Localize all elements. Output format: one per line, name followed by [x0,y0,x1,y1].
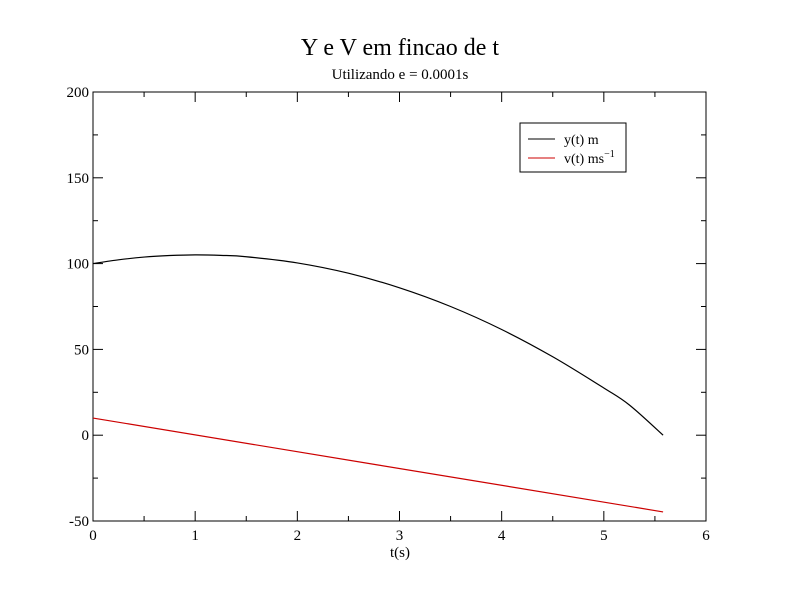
series-line-y [92,254,664,436]
legend: y(t) m v(t) ms−1 [519,122,627,173]
y-tick-label: 150 [67,171,90,187]
chart-title: Y e V em fincao de t [301,35,499,61]
legend-label-v: v(t) ms−1 [564,149,615,167]
series-layer [92,254,664,513]
y-tick-label: 100 [67,257,90,273]
series-line-v [92,417,664,513]
y-tick-label: -50 [69,514,89,530]
y-tick-label: 200 [67,85,90,101]
x-tick-label: 2 [294,528,302,544]
axis-ticks [92,91,707,522]
x-tick-label: 5 [600,528,608,544]
legend-label-v-exponent: −1 [604,149,615,160]
x-axis-label: t(s) [390,545,410,561]
x-tick-label: 6 [702,528,710,544]
x-tick-label: 1 [191,528,199,544]
x-tick-label: 3 [396,528,404,544]
x-tick-label: 4 [498,528,506,544]
y-tick-label: 50 [74,342,89,358]
chart-subtitle: Utilizando e = 0.0001s [332,67,469,83]
legend-box [519,122,627,173]
y-tick-label: 0 [82,428,90,444]
legend-label-y: y(t) m [564,133,599,148]
x-tick-label: 0 [89,528,97,544]
legend-label-v-base: v(t) ms [564,152,604,167]
